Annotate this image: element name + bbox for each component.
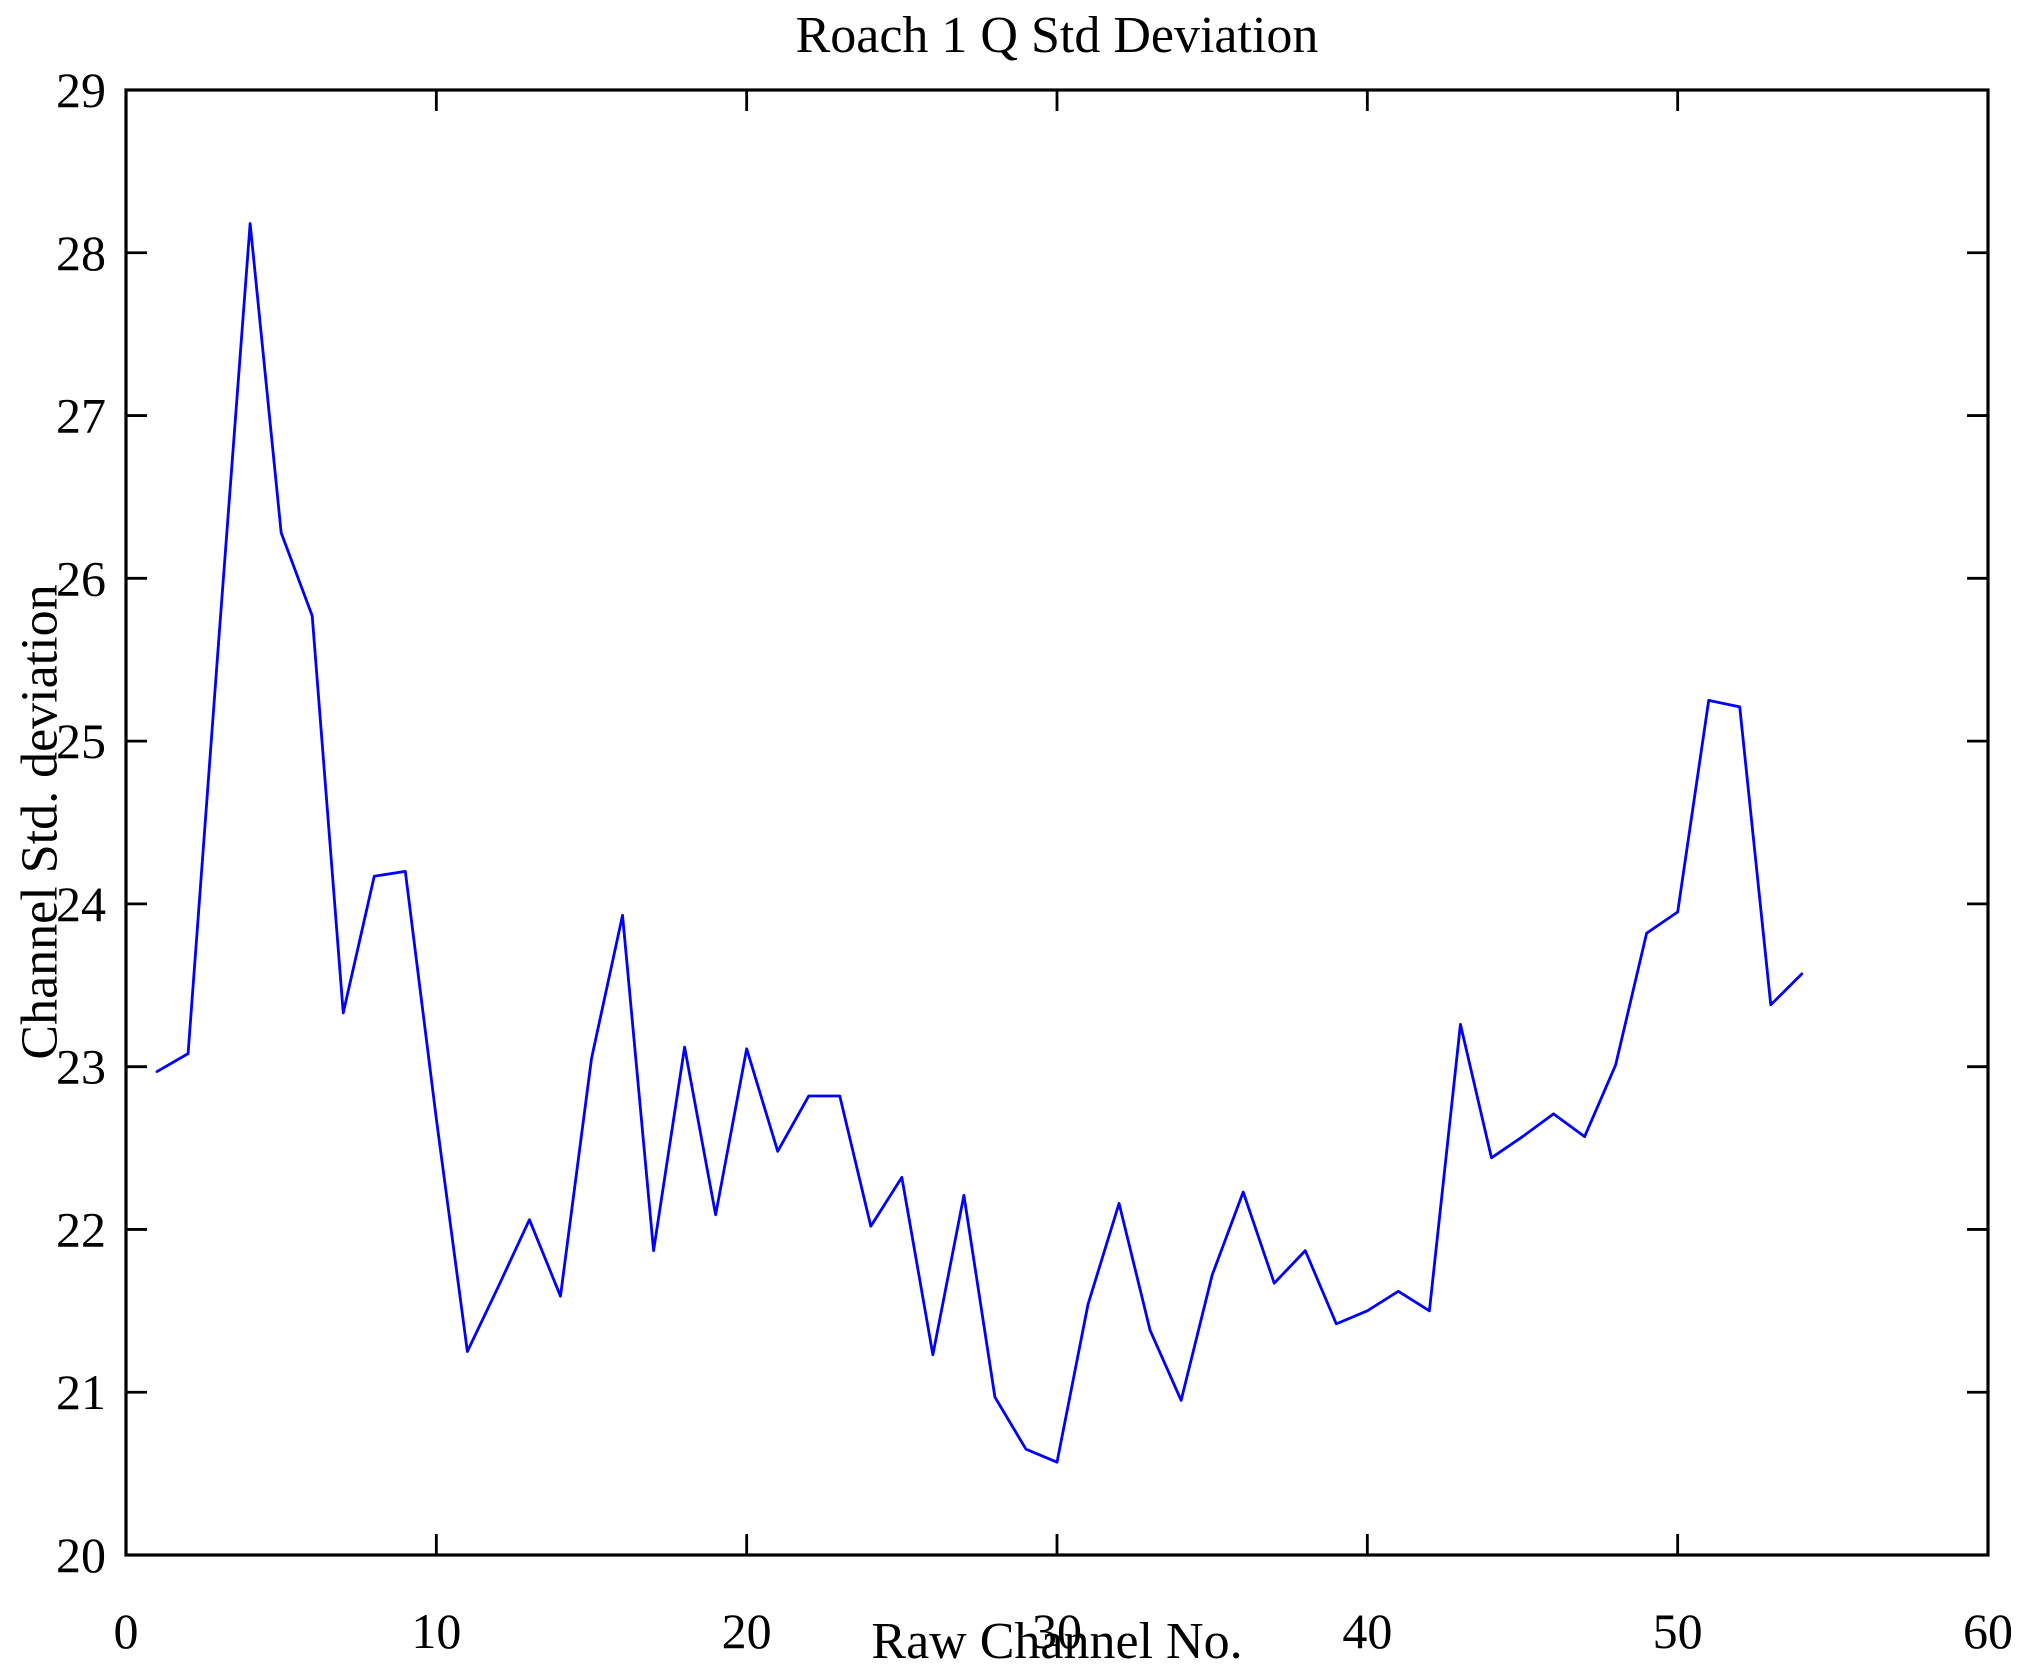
chart-title: Roach 1 Q Std Deviation [795,7,1319,64]
y-tick-label: 28 [56,225,106,281]
x-axis-label: Raw Channel No. [871,1613,1243,1670]
x-tick-label: 10 [411,1603,461,1659]
y-axis-label: Channel Std. deviation [11,584,69,1060]
x-tick-label: 30 [1032,1603,1082,1659]
x-tick-label: 0 [114,1603,139,1659]
x-tick-label: 50 [1653,1603,1703,1659]
y-tick-label: 26 [56,550,106,606]
y-tick-label: 27 [56,388,106,444]
data-series-line [155,222,1804,1464]
y-tick-label: 21 [56,1364,106,1420]
x-tick-label: 40 [1342,1603,1392,1659]
y-tick-label: 25 [56,713,106,769]
x-tick-label: 20 [722,1603,772,1659]
x-tick-label: 60 [1963,1603,2013,1659]
y-tick-label: 24 [56,876,106,932]
plot-area-box [124,88,1990,1557]
y-tick-label: 29 [56,62,106,118]
y-tick-label: 22 [56,1201,106,1257]
y-tick-label: 20 [56,1527,106,1583]
y-tick-label: 23 [56,1039,106,1095]
